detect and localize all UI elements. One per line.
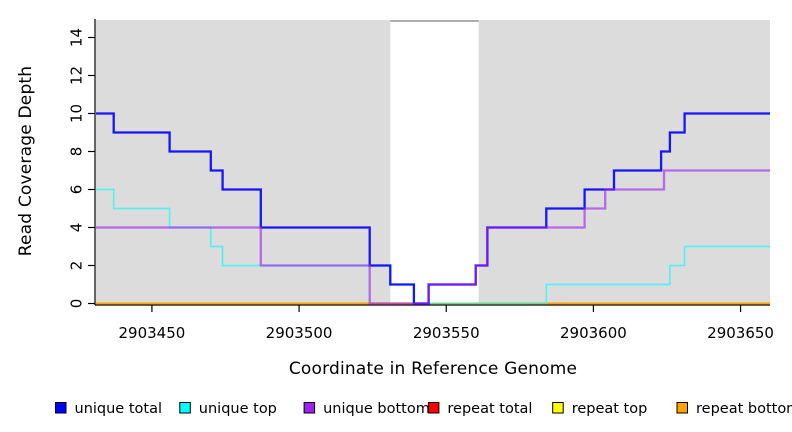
y-tick-label: 6 (67, 185, 85, 195)
legend-label-unique-top: unique top (199, 401, 277, 417)
y-tick-label: 4 (67, 223, 85, 233)
series-line-unique-bottom (96, 169, 770, 305)
repeat-region-band (390, 20, 479, 305)
legend-swatch-repeat-top (552, 402, 564, 414)
legend-swatch-unique-bottom (303, 402, 316, 414)
y-tick-label: 8 (67, 147, 85, 157)
legend-label-repeat-top: repeat top (572, 401, 648, 417)
y-axis-title: Read Coverage Depth (16, 65, 36, 257)
x-tick-label: 2903450 (119, 324, 186, 342)
y-tick-label: 2 (67, 261, 85, 271)
x-tick-label: 2903550 (413, 324, 480, 342)
y-tick-label: 10 (67, 104, 85, 123)
y-tick-label: 0 (67, 299, 85, 309)
legend-swatch-unique-top (179, 402, 191, 414)
x-tick-label: 2903650 (707, 324, 774, 342)
x-tick-label: 2903500 (266, 324, 333, 342)
legend-label-repeat-bottom: repeat bottom (696, 401, 792, 417)
x-tick-label: 2903600 (560, 324, 627, 342)
y-tick-label: 12 (67, 66, 85, 85)
legend-label-unique-total: unique total (75, 401, 163, 417)
legend-swatch-repeat-total (427, 402, 440, 414)
x-axis-title: Coordinate in Reference Genome (288, 359, 578, 379)
y-tick-label: 14 (67, 28, 85, 47)
legend-label-unique-bottom: unique bottom (323, 401, 430, 417)
legend-label-repeat-total: repeat total (447, 401, 532, 417)
legend-swatch-repeat-bottom (676, 402, 688, 414)
legend-swatch-unique-total (55, 402, 67, 414)
